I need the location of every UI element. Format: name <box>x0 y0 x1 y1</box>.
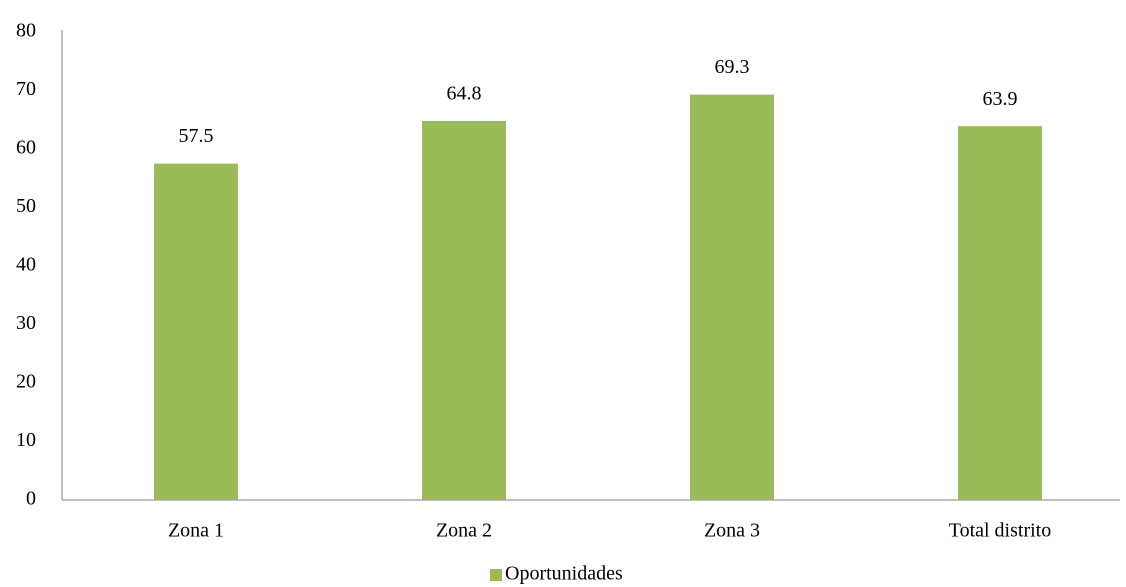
x-tick-label: Zona 2 <box>436 520 492 542</box>
y-tick-label: 20 <box>16 371 36 393</box>
data-label: 63.9 <box>983 88 1018 110</box>
y-tick-label: 10 <box>16 429 36 451</box>
bar <box>154 163 238 500</box>
y-tick-label: 30 <box>16 312 36 334</box>
x-tick-label: Zona 3 <box>704 520 760 542</box>
bar <box>690 94 774 500</box>
data-label: 57.5 <box>179 125 214 147</box>
y-tick-label: 60 <box>16 137 36 159</box>
y-tick-label: 80 <box>16 20 36 42</box>
x-tick-label: Zona 1 <box>168 520 224 542</box>
bar <box>422 120 506 501</box>
legend-label: Oportunidades <box>505 563 623 585</box>
data-label: 64.8 <box>447 83 482 105</box>
x-tick-label: Total distrito <box>949 520 1051 542</box>
data-label: 69.3 <box>715 56 750 78</box>
legend-swatch <box>490 569 502 581</box>
y-tick-label: 40 <box>16 254 36 276</box>
bar <box>958 126 1042 500</box>
y-tick-label: 70 <box>16 78 36 100</box>
y-tick-label: 0 <box>26 488 36 510</box>
y-tick-label: 50 <box>16 195 36 217</box>
